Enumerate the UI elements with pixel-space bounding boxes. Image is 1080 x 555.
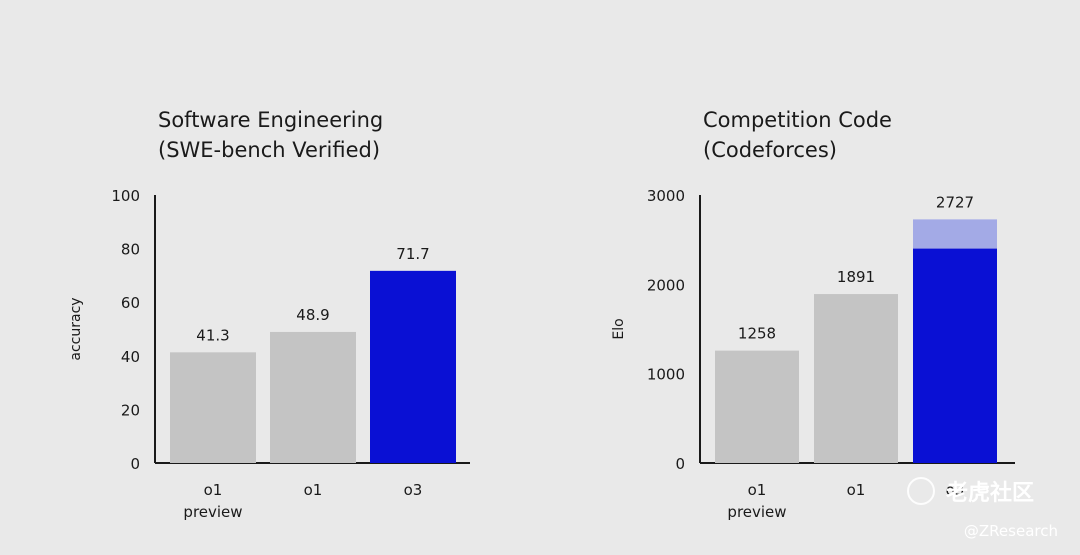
- chart1-y-tick-label: 100: [111, 187, 140, 205]
- chart2-category-label: o3: [946, 481, 965, 499]
- chart2-title-line: (Codeforces): [703, 138, 837, 162]
- chart2-title-line: Competition Code: [703, 108, 892, 132]
- chart2-y-tick-label: 2000: [647, 276, 685, 294]
- chart1-value-label: 48.9: [296, 306, 329, 324]
- chart2-value-label: 1258: [738, 325, 776, 343]
- chart1-category-label: o3: [404, 481, 423, 499]
- chart1-title-line: Software Engineering: [158, 108, 383, 132]
- chart1-y-tick-label: 80: [121, 241, 140, 259]
- watermark-handle: @ZResearch: [964, 522, 1058, 540]
- chart1-y-tick-label: 0: [130, 455, 140, 473]
- chart2-y-tick-label: 1000: [647, 366, 685, 384]
- chart2-category-label: o1: [847, 481, 866, 499]
- chart2-bar: [913, 248, 997, 463]
- chart1-y-tick-label: 40: [121, 348, 140, 366]
- chart2-category-label: preview: [727, 503, 786, 521]
- chart1-bar: [370, 270, 456, 463]
- chart1-category-label: o1: [304, 481, 323, 499]
- chart2-y-tick-label: 0: [675, 455, 685, 473]
- chart2-value-label: 1891: [837, 268, 875, 286]
- chart1-bar: [270, 331, 356, 463]
- chart1-category-label: preview: [183, 503, 242, 521]
- chart1-value-label: 41.3: [196, 326, 229, 344]
- watermark-logo-icon: [907, 477, 935, 505]
- chart2-bar-extension: [913, 219, 997, 249]
- chart1-category-label: o1: [204, 481, 223, 499]
- chart2-bar: [715, 350, 799, 463]
- chart1-y-axis-label: accuracy: [68, 297, 84, 360]
- watermark-text: 老虎社区: [945, 480, 1034, 506]
- chart1-title-line: (SWE-bench Verified): [158, 138, 380, 162]
- chart1-value-label: 71.7: [396, 245, 429, 263]
- chart2-category-label: o1: [748, 481, 767, 499]
- chart1-y-tick-label: 20: [121, 401, 140, 419]
- chart1-y-tick-label: 60: [121, 294, 140, 312]
- chart1-bar: [170, 352, 256, 463]
- chart2-y-axis-label: Elo: [611, 318, 627, 339]
- chart2-y-tick-label: 3000: [647, 187, 685, 205]
- chart2-bar: [814, 294, 898, 463]
- chart2-value-label: 2727: [936, 193, 974, 211]
